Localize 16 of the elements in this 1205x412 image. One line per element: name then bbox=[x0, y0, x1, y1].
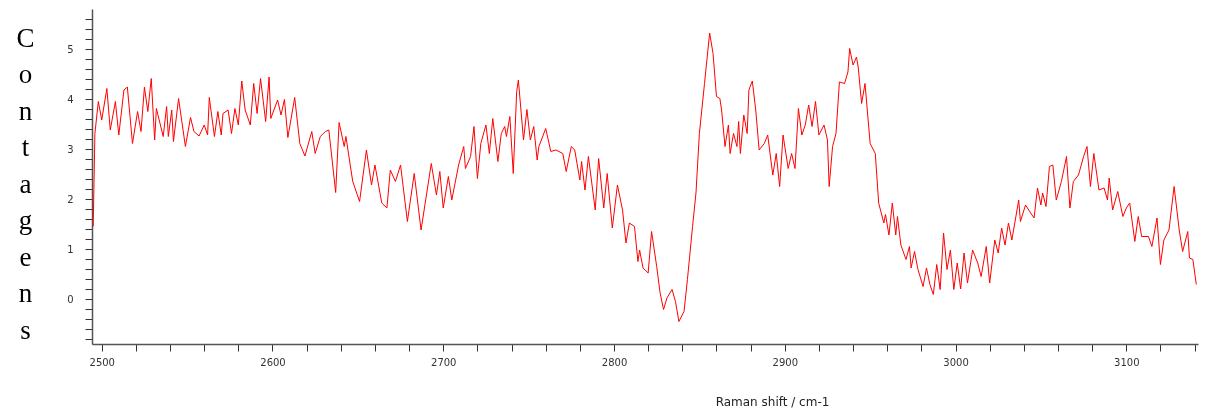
y-tick-label: 1 bbox=[67, 243, 74, 255]
x-tick-label: 2600 bbox=[260, 356, 286, 368]
y-tick-label: 0 bbox=[67, 293, 74, 305]
y-tick-label: 2 bbox=[67, 193, 74, 205]
x-tick-label: 2700 bbox=[431, 356, 457, 368]
y-tick-label: 5 bbox=[67, 43, 74, 55]
line-series bbox=[92, 32, 1197, 322]
text: Contagens bbox=[16, 22, 35, 345]
y-tick-label: 3 bbox=[67, 143, 74, 155]
y-tick-label: 4 bbox=[67, 93, 74, 105]
x-tick-label: 2500 bbox=[89, 356, 115, 368]
x-tick-label: 2900 bbox=[772, 356, 798, 368]
x-tick-label: 3000 bbox=[943, 356, 969, 368]
x-tick-label: 3100 bbox=[1114, 356, 1140, 368]
x-axis-title: Raman shift / cm-1 bbox=[715, 394, 830, 409]
x-tick-label: 2800 bbox=[601, 356, 628, 368]
